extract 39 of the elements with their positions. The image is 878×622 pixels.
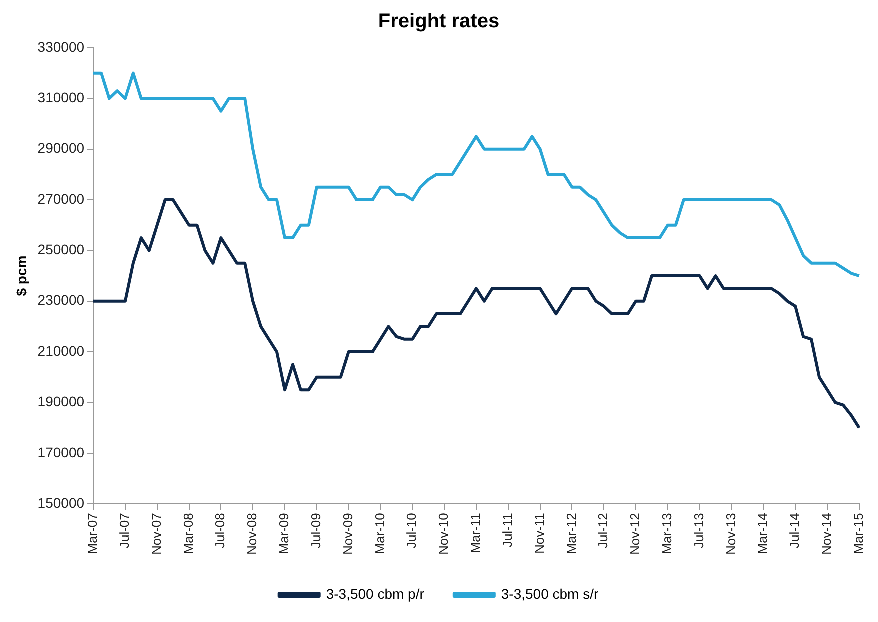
x-tick-label: Mar-10 bbox=[372, 513, 388, 554]
legend-label: 3-3,500 cbm s/r bbox=[501, 586, 599, 602]
x-tick-label: Jul-08 bbox=[212, 513, 228, 549]
chart-title: Freight rates bbox=[378, 10, 500, 33]
x-tick-label: Nov-13 bbox=[723, 513, 738, 556]
y-tick-label: 150000 bbox=[38, 494, 85, 511]
x-tick-label: Mar-14 bbox=[755, 513, 770, 554]
x-tick-label: Mar-09 bbox=[276, 513, 292, 554]
x-tick-label: Jul-07 bbox=[117, 513, 132, 549]
x-tick-label: Jul-09 bbox=[308, 513, 324, 549]
y-tick-label: 170000 bbox=[38, 444, 85, 460]
x-tick-label: Jul-11 bbox=[500, 513, 515, 548]
legend-label: 3-3,500 cbm p/r bbox=[326, 586, 425, 602]
x-tick-label: Jul-10 bbox=[404, 513, 420, 549]
x-tick-label: Nov-09 bbox=[340, 513, 356, 556]
x-tick-label: Jul-14 bbox=[787, 513, 802, 549]
y-tick-label: 230000 bbox=[38, 292, 85, 308]
x-tick-label: Nov-11 bbox=[532, 513, 547, 554]
x-tick-label: Nov-14 bbox=[819, 513, 834, 556]
y-tick-label: 290000 bbox=[38, 140, 85, 156]
x-tick-label: Mar-08 bbox=[180, 513, 196, 554]
x-tick-label: Nov-12 bbox=[628, 513, 643, 556]
x-tick-label: Nov-08 bbox=[244, 513, 260, 556]
x-tick-label: Nov-07 bbox=[148, 513, 164, 556]
x-tick-label: Jul-12 bbox=[596, 513, 611, 549]
y-tick-label: 190000 bbox=[38, 394, 85, 410]
y-tick-label: 250000 bbox=[38, 242, 85, 258]
x-tick-label: Mar-13 bbox=[660, 513, 675, 554]
y-tick-label: 210000 bbox=[38, 342, 85, 359]
x-tick-label: Mar-15 bbox=[850, 513, 866, 554]
x-tick-label: Nov-10 bbox=[436, 513, 452, 556]
y-axis-title: $ pcm bbox=[13, 256, 30, 296]
x-tick-label: Mar-07 bbox=[85, 513, 100, 554]
y-tick-label: 270000 bbox=[38, 190, 85, 207]
x-tick-label: Mar-12 bbox=[564, 513, 579, 554]
y-tick-label: 310000 bbox=[38, 90, 85, 106]
x-tick-label: Mar-11 bbox=[468, 513, 484, 554]
x-tick-label: Jul-13 bbox=[691, 513, 706, 549]
y-tick-label: 330000 bbox=[38, 38, 85, 55]
